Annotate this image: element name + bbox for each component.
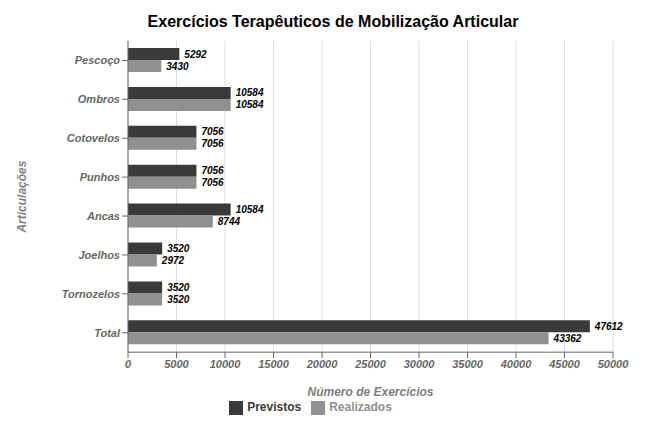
svg-text:25000: 25000 <box>354 358 386 370</box>
svg-text:Tornozelos: Tornozelos <box>62 288 120 300</box>
svg-text:Ombros: Ombros <box>78 93 120 105</box>
svg-text:7056: 7056 <box>201 138 224 149</box>
svg-text:15000: 15000 <box>258 358 289 370</box>
svg-text:3520: 3520 <box>167 282 190 293</box>
svg-text:10000: 10000 <box>210 358 241 370</box>
svg-text:Articulações: Articulações <box>15 160 29 233</box>
svg-text:Punhos: Punhos <box>80 171 120 183</box>
svg-text:8744: 8744 <box>218 216 241 227</box>
html-text:Previstos: Previstos <box>247 400 302 415</box>
svg-text:47612: 47612 <box>594 321 623 332</box>
svg-text:35000: 35000 <box>452 358 483 370</box>
svg-text:40000: 40000 <box>500 358 532 370</box>
svg-text:10584: 10584 <box>236 87 264 98</box>
svg-text:2972: 2972 <box>161 255 185 266</box>
svg-text:3430: 3430 <box>166 61 189 72</box>
svg-text:20000: 20000 <box>306 358 338 370</box>
svg-text:10584: 10584 <box>236 99 264 110</box>
svg-text:3520: 3520 <box>167 294 190 305</box>
svg-text:Ancas: Ancas <box>86 210 120 222</box>
svg-text:10584: 10584 <box>236 204 264 215</box>
svg-text:7056: 7056 <box>201 177 224 188</box>
svg-text:7056: 7056 <box>201 165 224 176</box>
svg-text:Cotovelos: Cotovelos <box>67 132 120 144</box>
html-text:Exercícios Terapêuticos de Mob: Exercícios Terapêuticos de Mobilização A… <box>147 13 519 30</box>
svg-text:Joelhos: Joelhos <box>78 249 120 261</box>
svg-text:7056: 7056 <box>201 126 224 137</box>
svg-text:45000: 45000 <box>548 358 580 370</box>
svg-text:5000: 5000 <box>164 358 189 370</box>
html-text:Realizados: Realizados <box>329 400 392 415</box>
svg-text:Número de Exercícios: Número de Exercícios <box>307 385 433 399</box>
svg-text:Pescoço: Pescoço <box>75 54 121 66</box>
svg-text:Total: Total <box>94 327 121 339</box>
svg-text:50000: 50000 <box>598 358 629 370</box>
svg-text:5292: 5292 <box>184 49 207 60</box>
svg-text:0: 0 <box>125 358 132 370</box>
svg-text:30000: 30000 <box>404 358 435 370</box>
svg-text:43362: 43362 <box>553 333 582 344</box>
svg-text:3520: 3520 <box>167 243 190 254</box>
